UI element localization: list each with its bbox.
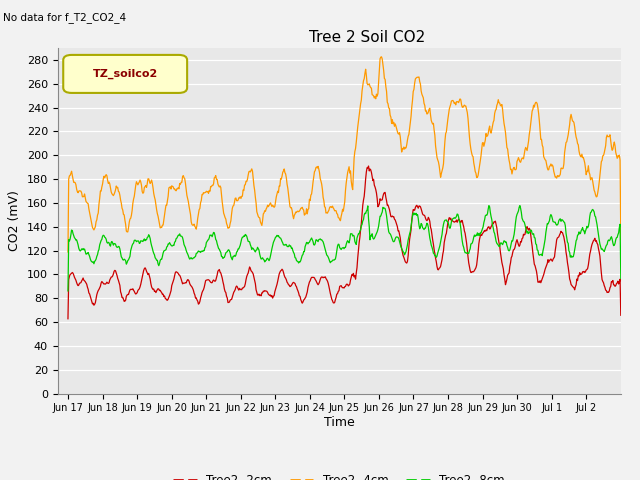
- Tree2 -2cm: [279, 267, 287, 273]
- Tree2 -8cm: [230, 252, 238, 258]
- Tree2 -2cm: [617, 312, 625, 318]
- Title: Tree 2 Soil CO2: Tree 2 Soil CO2: [309, 30, 426, 46]
- Tree2 -4cm: [378, 54, 385, 60]
- Tree2 -8cm: [279, 240, 287, 246]
- Tree2 -4cm: [129, 201, 137, 206]
- Tree2 -4cm: [258, 223, 266, 228]
- Tree2 -4cm: [402, 145, 410, 151]
- Line: Tree2 -4cm: Tree2 -4cm: [68, 57, 621, 252]
- Tree2 -4cm: [617, 237, 625, 242]
- Tree2 -8cm: [401, 251, 409, 256]
- Tree2 -2cm: [433, 264, 441, 269]
- Tree2 -8cm: [64, 288, 72, 294]
- Tree2 -8cm: [433, 254, 440, 260]
- Tree2 -2cm: [365, 163, 372, 169]
- FancyBboxPatch shape: [63, 55, 187, 93]
- Tree2 -4cm: [64, 249, 72, 255]
- X-axis label: Time: Time: [324, 416, 355, 429]
- Tree2 -4cm: [433, 155, 441, 160]
- Line: Tree2 -8cm: Tree2 -8cm: [68, 205, 621, 291]
- Tree2 -2cm: [402, 260, 410, 265]
- Tree2 -2cm: [230, 288, 238, 294]
- Tree2 -8cm: [516, 203, 524, 208]
- Tree2 -4cm: [279, 169, 287, 175]
- Line: Tree2 -2cm: Tree2 -2cm: [68, 166, 621, 319]
- Text: TZ_soilco2: TZ_soilco2: [93, 69, 158, 79]
- Tree2 -8cm: [258, 256, 266, 262]
- Y-axis label: CO2 (mV): CO2 (mV): [8, 191, 21, 251]
- Tree2 -4cm: [230, 199, 238, 205]
- Legend: Tree2 -2cm, Tree2 -4cm, Tree2 -8cm: Tree2 -2cm, Tree2 -4cm, Tree2 -8cm: [168, 469, 510, 480]
- Tree2 -2cm: [129, 286, 137, 292]
- Tree2 -2cm: [64, 316, 72, 322]
- Tree2 -8cm: [617, 276, 625, 281]
- Tree2 -2cm: [258, 290, 266, 296]
- Tree2 -8cm: [129, 241, 137, 247]
- Text: No data for f_T2_CO2_4: No data for f_T2_CO2_4: [3, 12, 126, 23]
